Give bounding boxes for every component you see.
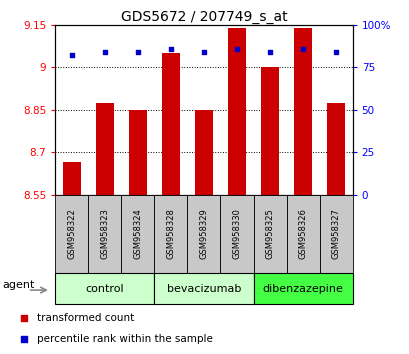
Bar <box>319 195 352 273</box>
Text: GSM958327: GSM958327 <box>331 208 340 259</box>
Point <box>167 46 174 51</box>
Bar <box>227 28 245 195</box>
Bar <box>253 273 352 304</box>
Text: GSM958322: GSM958322 <box>67 208 76 259</box>
Point <box>20 336 27 342</box>
Bar <box>88 195 121 273</box>
Text: dibenzazepine: dibenzazepine <box>262 284 343 293</box>
Bar <box>326 103 344 195</box>
Bar <box>55 195 88 273</box>
Point <box>266 49 273 55</box>
Bar <box>220 195 253 273</box>
Bar <box>286 195 319 273</box>
Bar <box>253 195 286 273</box>
Text: transformed count: transformed count <box>37 313 134 323</box>
Bar <box>96 103 114 195</box>
Bar <box>154 195 187 273</box>
Text: GSM958330: GSM958330 <box>232 208 241 259</box>
Bar <box>154 273 253 304</box>
Bar <box>121 195 154 273</box>
Text: bevacizumab: bevacizumab <box>166 284 240 293</box>
Bar <box>187 195 220 273</box>
Bar <box>162 53 180 195</box>
Bar <box>260 67 279 195</box>
Point <box>101 49 108 55</box>
Text: percentile rank within the sample: percentile rank within the sample <box>37 334 213 344</box>
Text: control: control <box>85 284 124 293</box>
Bar <box>63 162 81 195</box>
Point <box>134 49 141 55</box>
Title: GDS5672 / 207749_s_at: GDS5672 / 207749_s_at <box>120 10 287 24</box>
Text: GSM958325: GSM958325 <box>265 208 274 259</box>
Text: GSM958326: GSM958326 <box>298 208 307 259</box>
Point <box>20 315 27 321</box>
Bar <box>293 28 311 195</box>
Point <box>200 49 207 55</box>
Text: GSM958324: GSM958324 <box>133 208 142 259</box>
Text: GSM958323: GSM958323 <box>100 208 109 259</box>
Point <box>332 49 339 55</box>
Text: agent: agent <box>3 280 35 290</box>
Bar <box>194 110 213 195</box>
Bar <box>128 110 147 195</box>
Point <box>68 52 75 58</box>
Text: GSM958329: GSM958329 <box>199 208 208 259</box>
Text: GSM958328: GSM958328 <box>166 208 175 259</box>
Bar <box>55 273 154 304</box>
Point <box>299 46 306 51</box>
Point <box>233 46 240 51</box>
